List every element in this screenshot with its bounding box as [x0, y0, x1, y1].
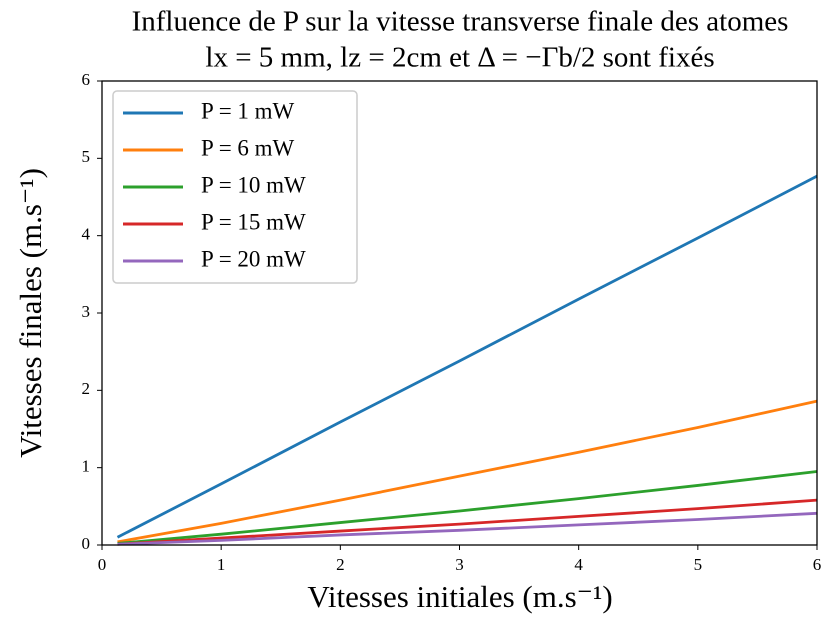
line-series	[117, 470, 818, 545]
x-tick-label: 4	[574, 555, 583, 574]
line-series	[117, 399, 818, 544]
y-tick-label: 5	[82, 147, 91, 166]
y-tick-label: 4	[82, 225, 91, 244]
legend-label: P = 10 mW	[201, 172, 306, 197]
x-tick-label: 2	[336, 555, 345, 574]
line-series	[117, 511, 818, 546]
line-series	[117, 498, 818, 546]
y-tick-label: 2	[82, 379, 91, 398]
y-axis-label: Vitesses finales (m.s⁻¹)	[13, 168, 48, 458]
legend-label: P = 1 mW	[201, 98, 295, 123]
line-series	[116, 174, 818, 539]
y-tick-label: 0	[82, 534, 91, 553]
x-tick-label: 3	[455, 555, 464, 574]
legend-label: P = 6 mW	[201, 135, 295, 160]
y-tick-label: 1	[82, 457, 91, 476]
legend-box	[112, 90, 358, 284]
x-axis-label: Vitesses initiales (m.s⁻¹)	[307, 579, 612, 614]
x-tick-label: 1	[217, 555, 226, 574]
x-tick-label: 6	[813, 555, 822, 574]
legend: P = 1 mW P = 6 mW P = 10 mW P = 15 mW P = 20…	[112, 90, 358, 284]
y-tick-label: 3	[82, 302, 91, 321]
y-tick-label: 6	[82, 70, 91, 89]
x-tick-label: 0	[98, 555, 107, 574]
x-tick-label: 5	[694, 555, 703, 574]
legend-label: P = 15 mW	[201, 209, 306, 234]
chart-title: Influence de P sur la vitesse transverse…	[132, 6, 789, 38]
legend-label: P = 20 mW	[201, 246, 306, 271]
chart-subtitle: lx = 5 mm, lz = 2cm et Δ = −Γb/2 sont fi…	[205, 42, 714, 74]
